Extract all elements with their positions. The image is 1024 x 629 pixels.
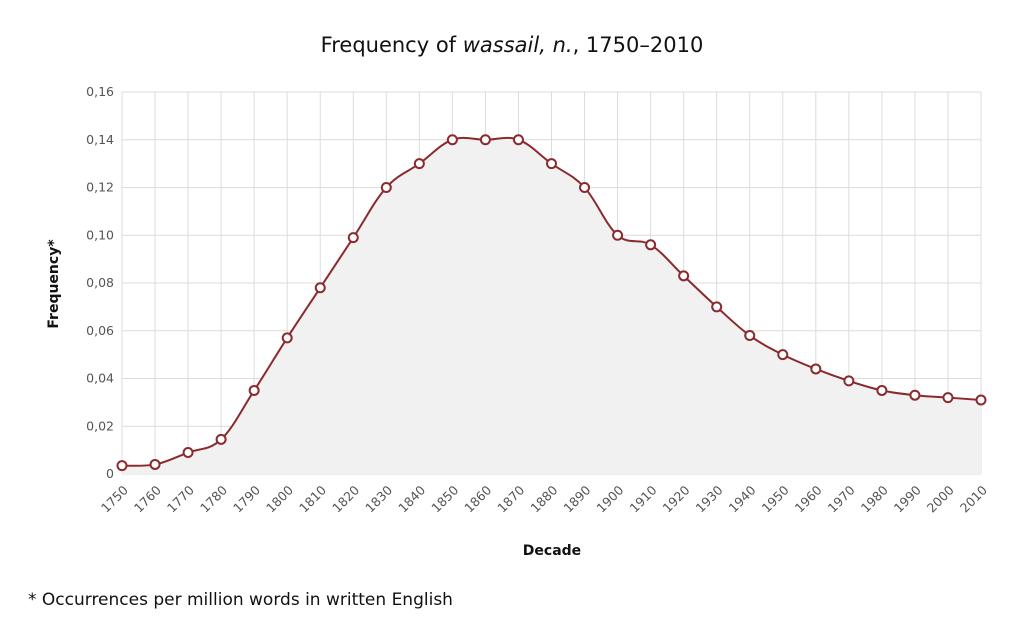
x-tick-label: 1760 bbox=[131, 482, 164, 515]
x-tick-label: 1940 bbox=[726, 482, 759, 515]
data-point-1780 bbox=[215, 433, 227, 445]
x-tick-label: 1910 bbox=[626, 482, 659, 515]
data-point-1900 bbox=[612, 229, 624, 241]
y-tick-label: 0,04 bbox=[86, 371, 114, 386]
x-tick-label: 1900 bbox=[593, 482, 626, 515]
data-point-1810 bbox=[314, 282, 326, 294]
x-tick-label: 1810 bbox=[296, 482, 329, 515]
x-tick-label: 2010 bbox=[957, 482, 990, 515]
y-tick-label: 0,12 bbox=[86, 180, 114, 195]
marker-layer bbox=[116, 134, 987, 472]
y-axis-title: Frequency* bbox=[46, 239, 62, 329]
data-point-2010 bbox=[975, 394, 987, 406]
x-axis-ticks: 1750 1760 1770 1780 1790 1800 1810 1820 1830 1840… bbox=[98, 482, 990, 515]
y-tick-label: 0,10 bbox=[86, 227, 114, 242]
x-tick-label: 1780 bbox=[197, 482, 230, 515]
x-tick-label: 2000 bbox=[924, 482, 957, 515]
data-point-1820 bbox=[347, 232, 359, 244]
data-point-1890 bbox=[579, 182, 591, 193]
data-point-1910 bbox=[645, 239, 657, 251]
data-point-1940 bbox=[744, 330, 756, 342]
data-point-1930 bbox=[711, 301, 723, 313]
chart-title: Frequency of wassail, n., 1750–2010 bbox=[321, 33, 704, 57]
area-layer bbox=[122, 137, 981, 474]
data-point-1880 bbox=[546, 158, 557, 170]
x-tick-label: 1770 bbox=[164, 482, 197, 515]
x-tick-label: 1920 bbox=[660, 482, 693, 515]
x-tick-label: 1830 bbox=[362, 482, 395, 515]
x-tick-label: 1860 bbox=[461, 482, 494, 515]
x-tick-label: 1850 bbox=[428, 482, 461, 515]
y-tick-label: 0,02 bbox=[86, 418, 114, 433]
x-tick-label: 1960 bbox=[792, 482, 825, 515]
chart-title-suffix: , 1750–2010 bbox=[573, 33, 704, 57]
chart-title-prefix: Frequency of bbox=[321, 33, 463, 57]
y-tick-label: 0,06 bbox=[86, 323, 114, 338]
data-point-1800 bbox=[281, 332, 293, 344]
x-tick-label: 1880 bbox=[527, 482, 560, 515]
y-tick-label: 0 bbox=[106, 466, 114, 481]
data-point-1980 bbox=[876, 384, 888, 396]
data-point-1850 bbox=[446, 134, 458, 146]
x-tick-label: 1990 bbox=[891, 482, 924, 515]
x-tick-label: 1750 bbox=[98, 482, 131, 515]
x-tick-label: 1890 bbox=[560, 482, 593, 515]
area-fill bbox=[122, 137, 981, 474]
data-point-2000 bbox=[942, 392, 954, 404]
y-tick-label: 0,08 bbox=[86, 275, 114, 290]
data-point-1770 bbox=[182, 447, 194, 459]
x-tick-label: 1790 bbox=[230, 482, 263, 515]
data-point-1870 bbox=[512, 134, 524, 146]
x-tick-label: 1980 bbox=[858, 482, 891, 515]
data-point-1970 bbox=[843, 375, 855, 387]
data-point-1830 bbox=[380, 182, 392, 193]
y-tick-label: 0,14 bbox=[86, 132, 114, 147]
data-point-1790 bbox=[248, 384, 260, 396]
data-point-1750 bbox=[116, 460, 128, 472]
x-tick-label: 1930 bbox=[693, 482, 726, 515]
x-axis-title: Decade bbox=[523, 543, 581, 559]
x-tick-label: 1820 bbox=[329, 482, 362, 515]
y-tick-label: 0,16 bbox=[86, 84, 114, 99]
x-tick-label: 1950 bbox=[759, 482, 792, 515]
data-point-1760 bbox=[149, 458, 161, 470]
data-point-1920 bbox=[678, 270, 690, 282]
x-tick-label: 1800 bbox=[263, 482, 296, 515]
x-tick-label: 1970 bbox=[825, 482, 858, 515]
data-point-1990 bbox=[909, 389, 921, 401]
data-point-1960 bbox=[810, 363, 822, 375]
data-point-1950 bbox=[777, 349, 789, 361]
data-point-1860 bbox=[479, 134, 491, 146]
chart-title-term: wassail, n. bbox=[463, 33, 573, 57]
x-tick-label: 1870 bbox=[494, 482, 527, 515]
y-axis-ticks: 0 0,02 0,04 0,06 0,08 0,10 0,12 0,14 0,16 bbox=[86, 84, 114, 481]
footnote: * Occurrences per million words in writt… bbox=[28, 590, 453, 610]
x-tick-label: 1840 bbox=[395, 482, 428, 515]
data-point-1840 bbox=[413, 158, 425, 170]
